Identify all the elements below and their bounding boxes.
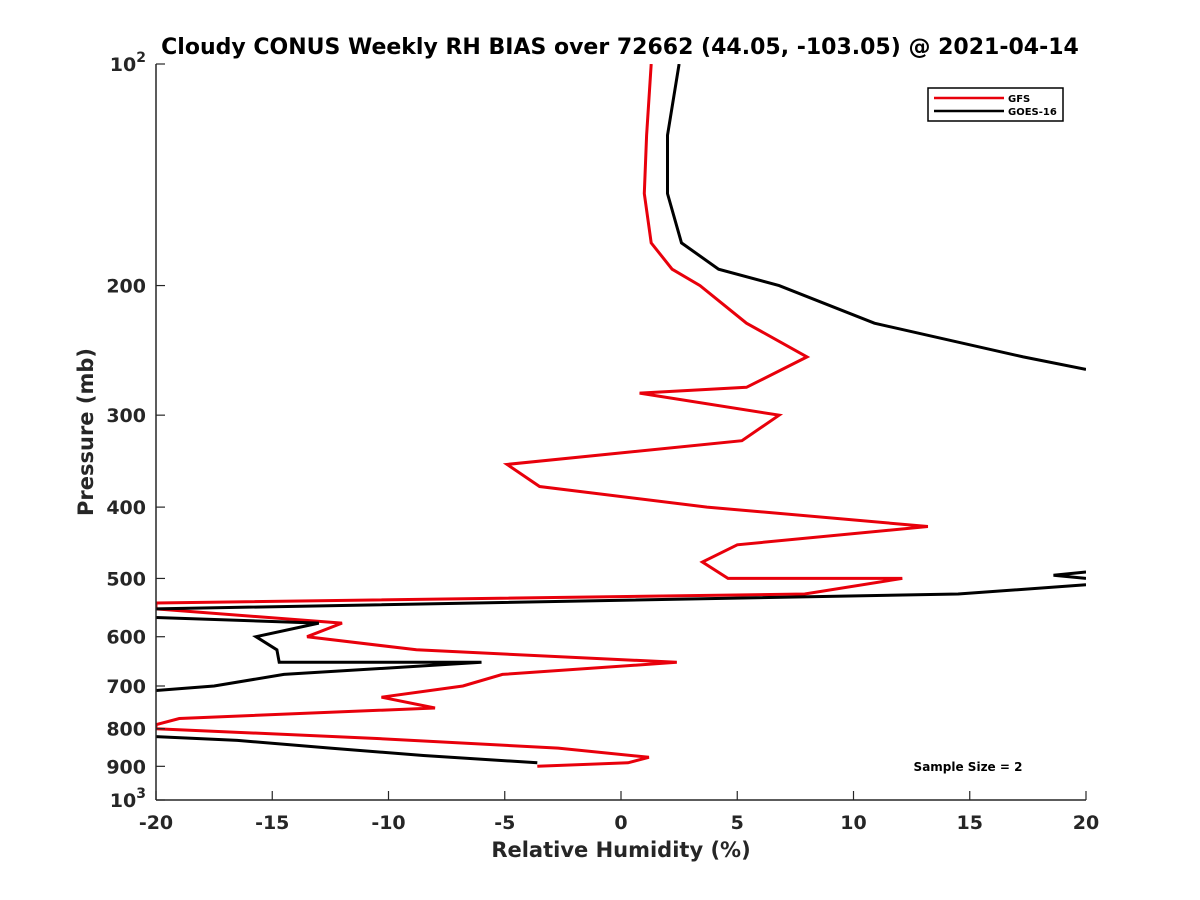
legend-label-gfs: GFS (1008, 94, 1030, 105)
y-tick-label: 500 (106, 568, 146, 590)
x-tick-label: 15 (957, 812, 983, 834)
y-tick-label: 102 (110, 50, 146, 76)
legend: GFS GOES-16 (927, 87, 1064, 122)
x-tick-label: 0 (614, 812, 627, 834)
y-tick-label: 400 (106, 497, 146, 519)
y-axis-label: Pressure (mb) (74, 348, 98, 516)
x-tick-label: 20 (1073, 812, 1099, 834)
axes-layer: -20 -15 -10 -5 0 5 10 15 20 102 200 300 400 500 600 700… (106, 50, 1099, 834)
y-tick-label: 700 (106, 676, 146, 698)
x-tick-label: -10 (371, 812, 405, 834)
x-tick-label: 5 (731, 812, 744, 834)
y-tick-label: 900 (106, 756, 146, 778)
y-tick-label: 103 (110, 786, 146, 812)
legend-box (927, 87, 1064, 122)
x-tick-label: -20 (139, 812, 173, 834)
plot-area (156, 64, 1086, 800)
y-tick-label: 800 (106, 719, 146, 741)
y-tick-label: 200 (106, 276, 146, 298)
sample-size-annotation: Sample Size = 2 (914, 760, 1023, 774)
chart-title: Cloudy CONUS Weekly RH BIAS over 72662 (… (161, 35, 1079, 60)
legend-label-goes16: GOES-16 (1008, 107, 1057, 118)
series-layer (156, 64, 1086, 768)
y-tick-label: 600 (106, 627, 146, 649)
y-tick-label: 300 (106, 405, 146, 427)
x-tick-label: -15 (255, 812, 289, 834)
x-tick-label: 10 (840, 812, 866, 834)
x-tick-label: -5 (494, 812, 515, 834)
series-line-gfs (156, 64, 929, 768)
x-axis-label: Relative Humidity (%) (491, 838, 750, 862)
series-line-goes16 (156, 64, 1086, 765)
